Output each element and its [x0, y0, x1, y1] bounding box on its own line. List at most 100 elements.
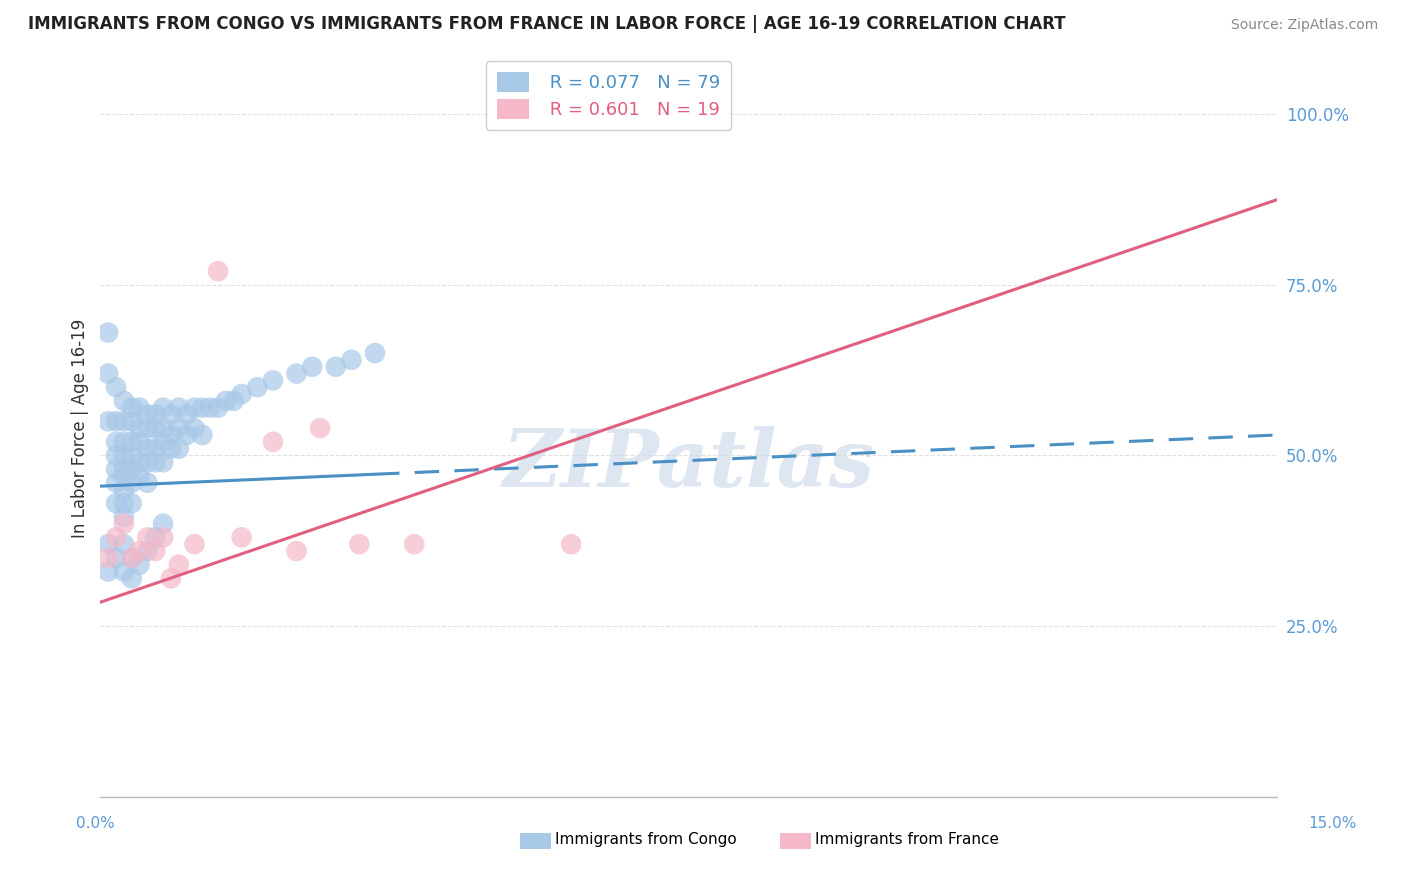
Point — [128, 421, 150, 435]
Point — [121, 449, 143, 463]
Point — [340, 352, 363, 367]
Point — [231, 530, 253, 544]
Point — [215, 393, 238, 408]
Point — [285, 544, 308, 558]
Point — [105, 475, 128, 490]
Text: IMMIGRANTS FROM CONGO VS IMMIGRANTS FROM FRANCE IN LABOR FORCE | AGE 16-19 CORRE: IMMIGRANTS FROM CONGO VS IMMIGRANTS FROM… — [28, 14, 1066, 32]
Point — [325, 359, 347, 374]
Point — [121, 434, 143, 449]
Point — [176, 428, 198, 442]
Point — [105, 496, 128, 510]
Point — [128, 434, 150, 449]
Point — [136, 455, 159, 469]
Point — [167, 401, 190, 415]
Point — [112, 414, 135, 428]
Legend:  R = 0.077   N = 79,  R = 0.601   N = 19: R = 0.077 N = 79, R = 0.601 N = 19 — [486, 62, 731, 130]
Point — [121, 475, 143, 490]
Point — [160, 442, 183, 456]
Point — [112, 565, 135, 579]
Point — [136, 475, 159, 490]
Point — [404, 537, 426, 551]
Point — [160, 408, 183, 422]
Point — [136, 530, 159, 544]
Point — [121, 496, 143, 510]
Y-axis label: In Labor Force | Age 16-19: In Labor Force | Age 16-19 — [72, 318, 89, 538]
Point — [112, 462, 135, 476]
Point — [112, 469, 135, 483]
Point — [112, 434, 135, 449]
Point — [285, 367, 308, 381]
Point — [121, 414, 143, 428]
Point — [121, 550, 143, 565]
Point — [136, 408, 159, 422]
Point — [97, 326, 120, 340]
Point — [112, 393, 135, 408]
Point — [97, 550, 120, 565]
Point — [105, 434, 128, 449]
Point — [152, 401, 174, 415]
Point — [262, 373, 284, 387]
Point — [136, 442, 159, 456]
Point — [112, 516, 135, 531]
Point — [121, 571, 143, 585]
Point — [105, 380, 128, 394]
Point — [176, 408, 198, 422]
Point — [105, 462, 128, 476]
Point — [143, 408, 166, 422]
Point — [105, 550, 128, 565]
Point — [183, 401, 205, 415]
Point — [167, 442, 190, 456]
Point — [364, 346, 387, 360]
Point — [105, 414, 128, 428]
Point — [207, 401, 229, 415]
Text: 0.0%: 0.0% — [76, 816, 115, 830]
Point — [152, 516, 174, 531]
Point — [143, 442, 166, 456]
Text: ZIPatlas: ZIPatlas — [503, 426, 875, 504]
Point — [152, 421, 174, 435]
Point — [200, 401, 222, 415]
Point — [152, 434, 174, 449]
Point — [136, 544, 159, 558]
Point — [309, 421, 332, 435]
Point — [143, 544, 166, 558]
Point — [167, 421, 190, 435]
Point — [112, 509, 135, 524]
Point — [97, 565, 120, 579]
Point — [167, 558, 190, 572]
Point — [128, 558, 150, 572]
Point — [128, 455, 150, 469]
Point — [231, 387, 253, 401]
Point — [152, 455, 174, 469]
Point — [97, 367, 120, 381]
Point — [128, 544, 150, 558]
Point — [97, 414, 120, 428]
Point — [105, 449, 128, 463]
Point — [143, 455, 166, 469]
Point — [143, 530, 166, 544]
Point — [143, 421, 166, 435]
Point — [560, 537, 582, 551]
Point — [183, 537, 205, 551]
Point — [121, 462, 143, 476]
Point — [97, 537, 120, 551]
Point — [128, 469, 150, 483]
Point — [152, 530, 174, 544]
Point — [301, 359, 323, 374]
Point — [160, 571, 183, 585]
Point — [112, 537, 135, 551]
Point — [191, 401, 214, 415]
Point — [246, 380, 269, 394]
Point — [121, 401, 143, 415]
Point — [183, 421, 205, 435]
Point — [136, 421, 159, 435]
Text: Source: ZipAtlas.com: Source: ZipAtlas.com — [1230, 18, 1378, 31]
Text: Immigrants from Congo: Immigrants from Congo — [555, 831, 737, 847]
Point — [222, 393, 245, 408]
Point — [349, 537, 371, 551]
Point — [160, 428, 183, 442]
Point — [105, 530, 128, 544]
Point — [112, 483, 135, 497]
Point — [112, 496, 135, 510]
Text: 15.0%: 15.0% — [1309, 816, 1357, 830]
